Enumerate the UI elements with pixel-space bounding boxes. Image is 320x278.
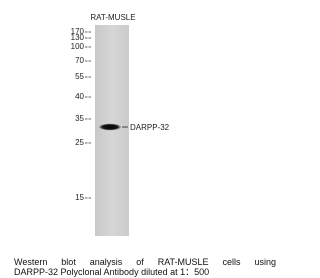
band-label: DARPP-32 [130, 123, 170, 132]
marker-label: 35 [75, 114, 84, 123]
marker-label: 40 [75, 92, 84, 101]
caption-line: DARPP-32 Polyclonal Antibody diluted at … [14, 267, 276, 277]
marker-label: 15 [75, 193, 84, 202]
marker-label: 130 [71, 33, 85, 42]
lane-label: RAT-MUSLE [90, 13, 135, 22]
band [99, 124, 121, 131]
marker-label: 55 [75, 72, 84, 81]
lane [95, 25, 129, 236]
marker-label: 100 [71, 42, 85, 51]
marker-label: 25 [75, 138, 84, 147]
marker-label: 70 [75, 56, 84, 65]
caption-line: Western blot analysis of RAT-MUSLE cells… [14, 257, 276, 267]
